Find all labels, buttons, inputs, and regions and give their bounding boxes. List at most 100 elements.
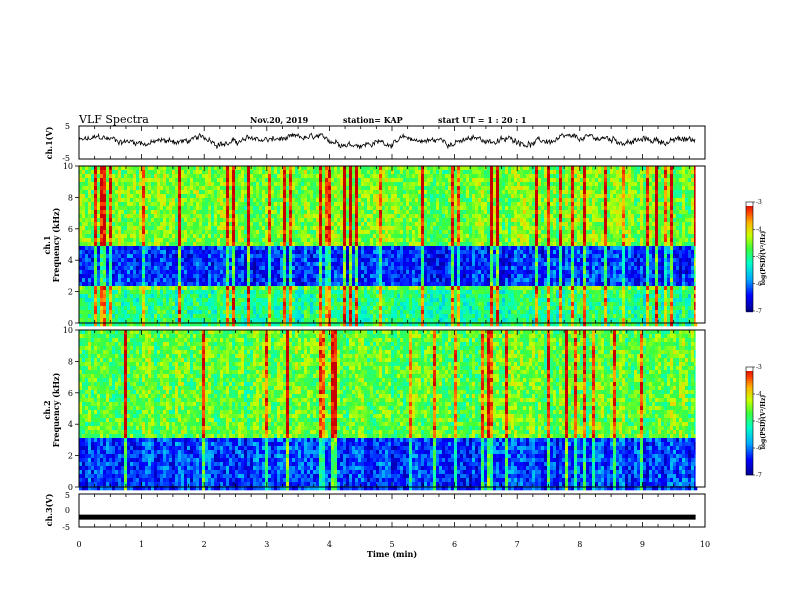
spectrogram-cell xyxy=(304,178,308,183)
spectrogram-cell xyxy=(148,318,152,323)
spectrogram-cell xyxy=(94,298,98,303)
spectrogram-cell xyxy=(193,174,197,179)
spectrogram-cell xyxy=(280,266,284,271)
spectrogram-cell xyxy=(442,202,446,207)
spectrogram-cell xyxy=(220,294,224,299)
spectrogram-cell xyxy=(406,310,410,315)
spectrogram-cell xyxy=(304,238,308,243)
spectrogram-cell xyxy=(283,266,287,271)
spectrogram-cell xyxy=(358,170,362,175)
spectrogram-cell xyxy=(232,254,236,259)
spectrogram-cell xyxy=(133,290,137,295)
spectrogram-cell xyxy=(379,194,383,199)
spectrogram-cell xyxy=(235,302,239,307)
spectrogram-cell xyxy=(202,174,206,179)
spectrogram-cell xyxy=(97,274,101,279)
spectrogram-cell xyxy=(301,278,305,283)
spectrogram-cell xyxy=(244,302,248,307)
spectrogram-cell xyxy=(337,310,341,315)
spectrogram-cell xyxy=(244,318,248,323)
spectrogram-cell xyxy=(163,270,167,275)
spectrogram-cell xyxy=(214,258,218,263)
spectrogram-cell xyxy=(178,314,182,319)
spectrogram-cell xyxy=(394,218,398,223)
spectrogram-cell xyxy=(445,174,449,179)
spectrogram-cell xyxy=(157,318,161,323)
spectrogram-cell xyxy=(112,226,116,231)
spectrogram-cell xyxy=(79,310,83,315)
spectrogram-cell xyxy=(187,202,191,207)
spectrogram-cell xyxy=(256,238,260,243)
spectrogram-cell xyxy=(256,174,260,179)
spectrogram-cell xyxy=(202,206,206,211)
spectrogram-cell xyxy=(172,182,176,187)
spectrogram-cell xyxy=(172,186,176,191)
spectrogram-cell xyxy=(265,314,269,319)
spectrogram-cell xyxy=(121,254,125,259)
spectrogram-cell xyxy=(214,262,218,267)
spectrogram-cell xyxy=(193,242,197,247)
spectrogram-cell xyxy=(151,282,155,287)
spectrogram-cell xyxy=(190,242,194,247)
spectrogram-cell xyxy=(400,234,404,239)
spectrogram-cell xyxy=(127,314,131,319)
spectrogram-cell xyxy=(199,282,203,287)
spectrogram-cell xyxy=(289,170,293,175)
spectrogram-cell xyxy=(319,258,323,263)
spectrogram-cell xyxy=(265,214,269,219)
spectrogram-cell xyxy=(385,246,389,251)
spectrogram-cell xyxy=(412,234,416,239)
spectrogram-cell xyxy=(421,178,425,183)
spectrogram-cell xyxy=(250,274,254,279)
spectrogram-cell xyxy=(223,310,227,315)
spectrogram-cell xyxy=(361,250,365,255)
spectrogram-cell xyxy=(421,226,425,231)
spectrogram-cell xyxy=(388,210,392,215)
spectrogram-cell xyxy=(358,302,362,307)
spectrogram-cell xyxy=(85,286,89,291)
spectrogram-cell xyxy=(352,286,356,291)
spectrogram-cell xyxy=(322,210,326,215)
spectrogram-cell xyxy=(406,238,410,243)
spectrogram-cell xyxy=(118,322,122,327)
spectrogram-cell xyxy=(379,230,383,235)
spectrogram-cell xyxy=(94,290,98,295)
spectrogram-cell xyxy=(139,194,143,199)
spectrogram-cell xyxy=(235,294,239,299)
spectrogram-cell xyxy=(187,242,191,247)
spectrogram-cell xyxy=(205,290,209,295)
spectrogram-cell xyxy=(256,190,260,195)
spectrogram-cell xyxy=(430,166,434,171)
spectrogram-cell xyxy=(442,290,446,295)
spectrogram-cell xyxy=(265,258,269,263)
spectrogram-cell xyxy=(208,278,212,283)
spectrogram-cell xyxy=(373,322,377,327)
spectrogram-cell xyxy=(232,190,236,195)
spectrogram-cell xyxy=(406,286,410,291)
spectrogram-cell xyxy=(214,266,218,271)
spectrogram-cell xyxy=(160,266,164,271)
spectrogram-cell xyxy=(418,214,422,219)
spectrogram-cell xyxy=(376,318,380,323)
spectrogram-cell xyxy=(445,254,449,259)
spectrogram-cell xyxy=(121,166,125,171)
spectrogram-cell xyxy=(241,194,245,199)
spectrogram-cell xyxy=(271,194,275,199)
spectrogram-cell xyxy=(283,170,287,175)
spectrogram-cell xyxy=(325,286,329,291)
spectrogram-cell xyxy=(385,294,389,299)
spectrogram-cell xyxy=(100,238,104,243)
spectrogram-cell xyxy=(223,306,227,311)
spectrogram-cell xyxy=(292,290,296,295)
spectrogram-cell xyxy=(211,222,215,227)
spectrogram-cell xyxy=(307,294,311,299)
spectrogram-cell xyxy=(250,246,254,251)
spectrogram-cell xyxy=(355,298,359,303)
spectrogram-cell xyxy=(328,202,332,207)
spectrogram-cell xyxy=(271,318,275,323)
spectrogram-cell xyxy=(301,270,305,275)
spectrogram-cell xyxy=(283,262,287,267)
spectrogram-cell xyxy=(127,242,131,247)
spectrogram-cell xyxy=(403,230,407,235)
spectrogram-cell xyxy=(391,194,395,199)
